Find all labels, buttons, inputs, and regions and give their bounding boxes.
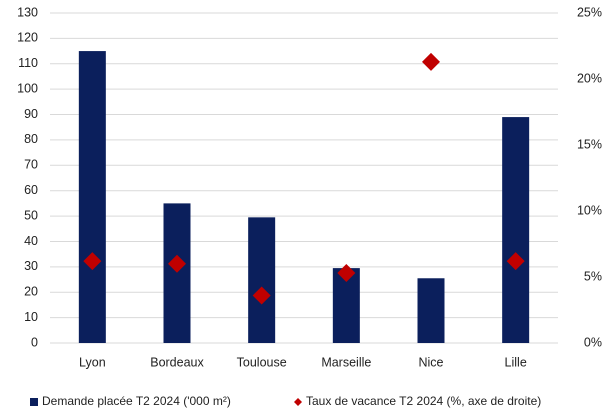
y-tick-label: 40 xyxy=(24,234,38,248)
bar xyxy=(417,278,445,343)
legend-label: Taux de vacance T2 2024 (%, axe de droit… xyxy=(306,394,541,408)
y-tick-label: 130 xyxy=(17,5,38,19)
bar xyxy=(163,203,191,343)
y-tick-label: 30 xyxy=(24,259,38,273)
y-tick-label: 0 xyxy=(31,335,38,349)
y2-tick-label: 20% xyxy=(577,71,602,85)
diamond-marker xyxy=(422,52,440,71)
y-tick-label: 60 xyxy=(24,183,38,197)
x-tick-label: Toulouse xyxy=(237,355,287,369)
x-tick-label: Lille xyxy=(505,355,527,369)
y2-tick-label: 25% xyxy=(577,5,602,19)
bar xyxy=(78,51,106,343)
y-tick-label: 80 xyxy=(24,132,38,146)
y-tick-label: 120 xyxy=(17,31,38,45)
y2-tick-label: 10% xyxy=(577,203,602,217)
diamond-marker xyxy=(337,264,356,283)
y-tick-label: 20 xyxy=(24,285,38,299)
y-tick-label: 110 xyxy=(18,56,38,70)
y-tick-label: 70 xyxy=(24,158,38,172)
legend-swatch xyxy=(294,398,302,406)
diamond-marker xyxy=(252,286,271,305)
diamond-marker xyxy=(83,252,102,271)
y-tick-label: 50 xyxy=(24,208,38,222)
diamond-marker xyxy=(506,252,525,271)
bar xyxy=(248,217,276,343)
diamond-marker xyxy=(168,254,186,273)
x-tick-label: Nice xyxy=(418,355,443,369)
y2-tick-label: 5% xyxy=(584,269,602,283)
x-tick-label: Marseille xyxy=(321,355,371,369)
y-tick-label: 90 xyxy=(24,107,38,121)
bar xyxy=(502,117,530,343)
y-tick-label: 100 xyxy=(17,81,38,95)
y-tick-label: 10 xyxy=(24,310,38,324)
legend-label: Demande placée T2 2024 ('000 m²) xyxy=(42,394,231,408)
y2-tick-label: 15% xyxy=(577,137,602,151)
x-tick-label: Bordeaux xyxy=(150,355,204,369)
x-tick-label: Lyon xyxy=(79,355,106,369)
y2-tick-label: 0% xyxy=(584,335,602,349)
legend-swatch xyxy=(30,398,38,406)
